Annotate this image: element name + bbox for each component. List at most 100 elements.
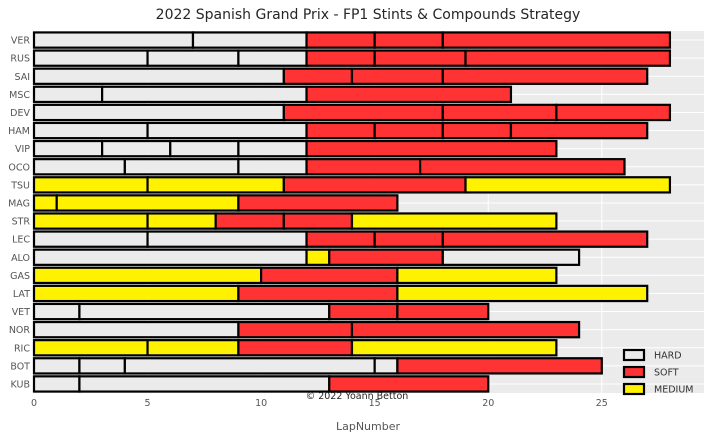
y-tick-label: VIP: [15, 144, 30, 155]
stint-bar: [373, 230, 444, 248]
stint-bar: [32, 158, 126, 176]
stint-bar: [305, 121, 376, 140]
stint-bar: [146, 230, 308, 248]
stint-bar: [123, 158, 240, 176]
stint-bar: [350, 339, 558, 357]
stint-bar: [146, 212, 217, 230]
y-tick-label: ALO: [11, 253, 30, 264]
stint-bar: [282, 67, 354, 85]
y-tick-label: MAG: [8, 198, 30, 209]
stint-bar: [32, 49, 149, 67]
stint-bar: [32, 67, 285, 85]
stint-bar: [146, 176, 285, 194]
stint-bar: [32, 85, 104, 104]
stint-bar: [373, 357, 399, 375]
stint-bar: [305, 49, 376, 67]
stint-bar: [350, 320, 581, 339]
stint-bars: [32, 31, 672, 393]
stint-bar: [214, 212, 285, 230]
stint-bar: [32, 302, 81, 321]
stint-bar: [373, 49, 467, 67]
y-tick-label: KUB: [11, 379, 30, 390]
stint-bar: [191, 31, 308, 49]
stint-bar: [350, 67, 444, 85]
y-tick-label: VET: [12, 307, 31, 318]
stint-bar: [32, 230, 149, 248]
y-tick-label: BOT: [10, 361, 30, 372]
legend-label: MEDIUM: [654, 385, 693, 396]
x-tick-label: 0: [31, 398, 37, 409]
stint-bar: [32, 31, 195, 49]
stint-bar: [32, 103, 285, 122]
stint-bar: [146, 121, 308, 140]
stint-bar: [305, 158, 422, 176]
stint-bar: [464, 49, 672, 67]
stint-bar: [32, 339, 149, 357]
stint-bar: [101, 139, 172, 158]
stint-bar: [282, 212, 354, 230]
stint-bar: [32, 375, 81, 393]
stint-bar: [305, 248, 331, 266]
stint-bar: [441, 230, 649, 248]
stint-bar: [237, 139, 308, 158]
stint-bar: [78, 357, 126, 375]
stint-bar: [282, 103, 444, 122]
stint-bar: [373, 31, 444, 49]
stint-bar: [32, 320, 240, 339]
stint-bar: [146, 49, 240, 67]
stint-bar: [328, 375, 490, 393]
y-tick-label: OCO: [8, 162, 30, 173]
stint-bar: [32, 266, 263, 285]
y-tick-label: LEC: [12, 235, 30, 246]
stint-bar: [32, 248, 308, 266]
y-tick-label: STR: [12, 217, 31, 228]
stint-bar: [237, 320, 354, 339]
stint-bar: [282, 176, 467, 194]
stint-bar: [328, 302, 399, 321]
stint-bar: [464, 176, 672, 194]
stint-bar: [373, 121, 444, 140]
stint-bar: [237, 49, 308, 67]
y-tick-label: DEV: [10, 108, 30, 119]
y-tick-label: GAS: [10, 271, 30, 282]
stint-bar: [32, 121, 149, 140]
y-tick-label: MSC: [9, 90, 30, 101]
stint-bar: [305, 230, 376, 248]
stint-bar: [441, 31, 672, 49]
stint-bar: [32, 284, 240, 303]
stint-bar: [55, 194, 240, 212]
y-tick-label: RIC: [14, 343, 30, 354]
stint-bar: [237, 194, 399, 212]
stint-bar: [237, 158, 308, 176]
chart-title: 2022 Spanish Grand Prix - FP1 Stints & C…: [156, 7, 581, 23]
stint-bar: [305, 139, 558, 158]
x-tick-labels: 0 5 10 15 20 25: [31, 398, 608, 409]
legend: HARD SOFT MEDIUM: [622, 348, 693, 396]
stint-bar: [441, 121, 513, 140]
stint-bar: [509, 121, 649, 140]
stint-bar: [32, 194, 58, 212]
stint-bar: [350, 212, 558, 230]
credit-annotation: © 2022 Yoann Betton: [306, 391, 409, 402]
x-axis-label: LapNumber: [336, 420, 401, 433]
stint-bar: [32, 139, 104, 158]
stint-bar: [441, 248, 581, 266]
y-tick-label: SAI: [14, 72, 30, 83]
stint-bar: [32, 357, 81, 375]
stint-bar: [237, 284, 399, 303]
legend-label: HARD: [654, 351, 682, 362]
stint-bar: [260, 266, 399, 285]
stint-bar: [32, 176, 149, 194]
stint-bar: [441, 103, 558, 122]
x-tick-label: 20: [482, 398, 494, 409]
stint-bar: [146, 339, 240, 357]
stint-bar: [396, 357, 603, 375]
stint-bar: [328, 248, 444, 266]
legend-swatch: [622, 365, 646, 379]
stint-bar: [396, 266, 558, 285]
stint-bar: [101, 85, 308, 104]
x-tick-label: 25: [596, 398, 608, 409]
x-tick-label: 15: [369, 398, 381, 409]
stint-bar: [396, 302, 490, 321]
stint-bar: [237, 339, 354, 357]
